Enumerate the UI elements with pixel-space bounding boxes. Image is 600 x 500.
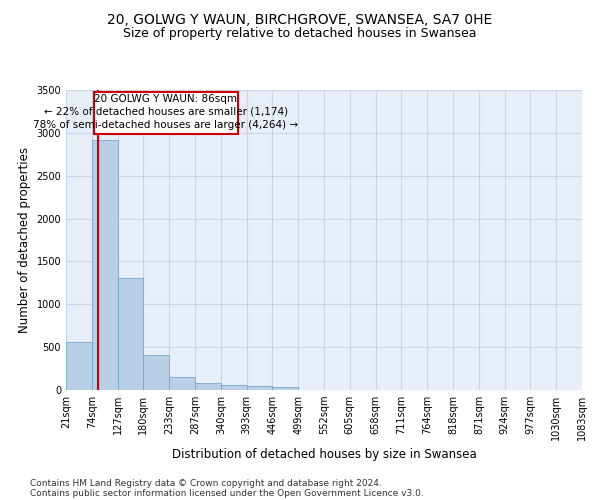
X-axis label: Distribution of detached houses by size in Swansea: Distribution of detached houses by size …: [172, 448, 476, 462]
Text: 78% of semi-detached houses are larger (4,264) →: 78% of semi-detached houses are larger (…: [33, 120, 298, 130]
Text: 20 GOLWG Y WAUN: 86sqm: 20 GOLWG Y WAUN: 86sqm: [94, 94, 238, 104]
Text: Contains public sector information licensed under the Open Government Licence v3: Contains public sector information licen…: [30, 488, 424, 498]
Bar: [221, 386, 247, 390]
Y-axis label: Number of detached properties: Number of detached properties: [18, 147, 31, 333]
Bar: [143, 355, 169, 390]
Bar: [272, 386, 298, 390]
Text: Contains HM Land Registry data © Crown copyright and database right 2024.: Contains HM Land Registry data © Crown c…: [30, 478, 382, 488]
Bar: [92, 140, 118, 390]
Text: 20, GOLWG Y WAUN, BIRCHGROVE, SWANSEA, SA7 0HE: 20, GOLWG Y WAUN, BIRCHGROVE, SWANSEA, S…: [107, 12, 493, 26]
Bar: [118, 278, 143, 390]
Bar: [247, 386, 272, 390]
FancyBboxPatch shape: [94, 92, 238, 134]
Text: Size of property relative to detached houses in Swansea: Size of property relative to detached ho…: [123, 28, 477, 40]
Text: ← 22% of detached houses are smaller (1,174): ← 22% of detached houses are smaller (1,…: [44, 107, 288, 117]
Bar: [195, 382, 221, 390]
Bar: [66, 342, 92, 390]
Bar: [169, 377, 195, 390]
